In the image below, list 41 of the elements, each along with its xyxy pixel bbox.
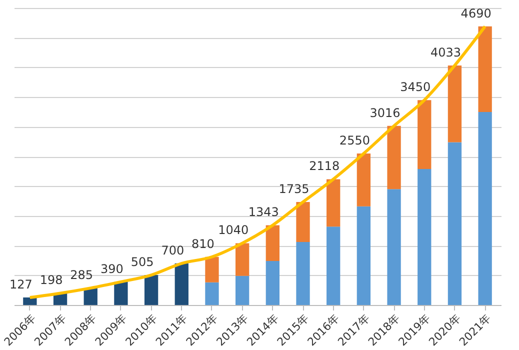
bar [84, 288, 98, 305]
data-label: 4033 [430, 45, 461, 60]
bar [326, 179, 340, 227]
bar [448, 142, 462, 305]
data-label: 3016 [370, 106, 400, 120]
bar [356, 154, 371, 206]
bar [205, 282, 219, 305]
bar [356, 206, 371, 305]
data-label: 4690 [460, 6, 492, 20]
bar [23, 297, 37, 305]
bar [478, 112, 492, 305]
bar [205, 256, 219, 282]
bar [418, 100, 432, 169]
data-label: 505 [130, 255, 154, 270]
bar [236, 243, 250, 276]
data-label: 2550 [339, 134, 370, 148]
data-label: 3450 [400, 80, 431, 94]
data-label: 700 [161, 243, 184, 258]
bar [266, 225, 280, 262]
data-label: 810 [192, 236, 214, 251]
bar [296, 242, 310, 305]
bar [144, 275, 158, 305]
bar [296, 202, 310, 242]
bar [387, 126, 401, 190]
bar [478, 26, 492, 112]
bar [236, 276, 250, 305]
bar [114, 282, 128, 305]
bar [266, 261, 280, 305]
data-label: 390 [100, 262, 124, 276]
data-label: 285 [70, 268, 94, 282]
data-label: 1735 [278, 182, 310, 196]
bar [174, 263, 188, 305]
bar [387, 189, 401, 305]
bar [448, 65, 462, 142]
data-label: 1343 [248, 205, 279, 220]
data-label: 1040 [218, 223, 249, 238]
data-label: 127 [9, 277, 32, 292]
data-label: 198 [40, 273, 63, 288]
bar [326, 226, 340, 305]
bar [418, 168, 432, 305]
data-label: 2118 [309, 159, 340, 174]
